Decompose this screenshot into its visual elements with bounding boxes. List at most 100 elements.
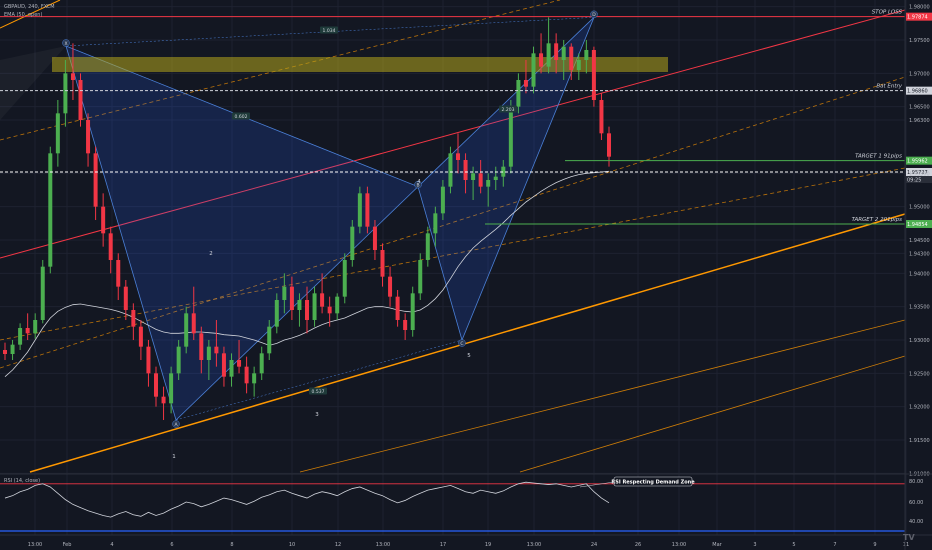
ratio-label-bg: [232, 112, 250, 120]
candle-up: [184, 313, 189, 347]
candle-up: [63, 73, 68, 114]
candle-up: [312, 293, 317, 320]
candle-down: [214, 346, 219, 354]
pattern-point-x-label: X: [64, 41, 67, 47]
y-axis-tick: 1.97000: [909, 71, 930, 77]
candle-down: [456, 153, 460, 160]
candle-up: [176, 346, 181, 374]
x-axis-tick: 4: [110, 542, 113, 548]
x-axis-tick: 13:00: [28, 542, 42, 548]
x-axis-tick: 6: [170, 542, 173, 548]
orange-parallel-2: [519, 355, 906, 473]
candle-up: [440, 186, 445, 214]
candle-down: [25, 328, 30, 334]
candle-down: [305, 300, 309, 320]
y-axis-tick: 1.93500: [909, 305, 930, 311]
bat-pattern-xab-triangle: [65, 45, 419, 421]
wave-number-2: 2: [209, 251, 213, 257]
target-2-label: TARGET 2 201pips: [852, 217, 903, 223]
pattern-point-b-marker: [414, 180, 422, 189]
target-1-price-tag-text: 1.95962: [907, 159, 928, 165]
candle-up: [252, 373, 257, 384]
candle-down: [388, 276, 393, 297]
rsi-annotation-box: [613, 476, 693, 487]
candle-down: [327, 306, 332, 314]
orange-channel-dashed-1: [0, 76, 906, 369]
ratio-label: 1.034: [323, 28, 336, 34]
x-axis-tick: 19: [485, 542, 491, 548]
candle-up: [18, 328, 23, 345]
candle-down: [93, 153, 98, 207]
candle-up: [425, 233, 430, 260]
bat-entry-price-tag-text: 1.96860: [907, 89, 928, 95]
candle-down: [78, 80, 83, 120]
candle-down: [191, 313, 196, 334]
ema-indicator-label[interactable]: EMA (50, open): [4, 12, 43, 18]
x-axis-tick: 5: [792, 542, 795, 548]
candle-up: [274, 300, 279, 327]
ratio-label-bg: [309, 387, 327, 395]
candle-up: [448, 153, 453, 187]
orange-parallel-1: [299, 319, 906, 473]
candle-up: [546, 43, 551, 67]
candle-down: [86, 120, 91, 154]
candle-up: [206, 346, 211, 360]
candle-down: [154, 373, 158, 397]
stop-loss-price-tag-text: 1.97874: [907, 15, 928, 21]
candle-down: [146, 346, 151, 374]
candle-up: [169, 373, 174, 404]
pattern-point-b-label: B: [416, 182, 419, 188]
target-2-price-tag-text: 1.94854: [907, 222, 928, 228]
rsi-y-tick: 60.00: [909, 500, 923, 506]
x-axis-tick: 10: [289, 542, 295, 548]
x-axis-tick: 8: [230, 542, 233, 548]
symbol-title: GBPAUD, 240, FXCM: [4, 4, 55, 10]
candle-up: [516, 80, 521, 107]
target-2-price-tag: [906, 220, 932, 228]
candle-down: [365, 193, 370, 227]
pattern-point-x-marker: [62, 39, 70, 47]
x-axis-tick: 13:00: [672, 542, 686, 548]
wave-number-1: 1: [172, 454, 176, 460]
candle-down: [599, 100, 604, 134]
candle-up: [576, 60, 581, 70]
pattern-point-d-marker: [590, 10, 598, 19]
target-1-price-tag: [906, 156, 932, 165]
candle-down: [131, 310, 136, 327]
target-1-label: TARGET 1 91pips: [855, 154, 902, 160]
y-axis-tick: 1.92000: [909, 405, 930, 411]
candle-down: [199, 333, 204, 360]
candle-down: [478, 173, 483, 187]
candle-up: [297, 300, 302, 310]
x-axis-tick: 7: [833, 542, 836, 548]
candle-down: [237, 360, 242, 367]
rsi-annotation-pointer: [579, 481, 615, 488]
candle-up: [584, 50, 589, 60]
candle-down: [554, 43, 559, 60]
rsi-annotation-text: RSI Respecting Demand Zone: [611, 480, 695, 486]
x-axis-tick: 12: [335, 542, 341, 548]
pattern-point-c-marker: [458, 339, 466, 347]
ratio-label-bg: [320, 26, 338, 34]
y-axis-tick: 1.95000: [909, 205, 930, 211]
candle-down: [108, 233, 113, 260]
wave-number-5: 5: [467, 353, 471, 359]
rsi-indicator-label[interactable]: RSI (14, close): [4, 478, 41, 484]
candle-down: [403, 320, 408, 330]
y-axis-tick: 1.91500: [909, 438, 930, 444]
x-axis-tick: 13:00: [376, 542, 390, 548]
candle-down: [116, 260, 121, 287]
y-axis-tick: 1.98000: [909, 5, 930, 11]
bat-entry-price-tag: [906, 86, 932, 95]
candle-down: [569, 46, 574, 70]
bat-pattern-bcd-triangle: [417, 17, 595, 342]
x-axis-tick: 11: [903, 542, 909, 548]
x-axis-tick: Mar: [712, 542, 722, 548]
x-axis-tick: 17: [440, 542, 446, 548]
candle-up: [33, 320, 38, 334]
pattern-point-d-label: D: [592, 12, 596, 18]
candle-up: [486, 180, 491, 187]
pattern-point-a-marker: [172, 420, 180, 428]
candle-down: [221, 353, 226, 377]
